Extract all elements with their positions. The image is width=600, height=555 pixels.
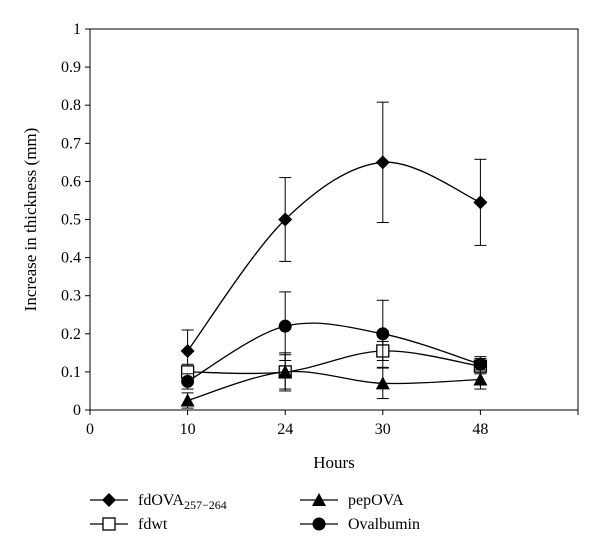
y-tick-label: 0.1 (61, 364, 81, 381)
legend-label: fdwt (138, 516, 168, 533)
legend-label: pepOVA (348, 492, 404, 509)
series-line (187, 370, 481, 402)
series-line (187, 350, 481, 375)
legend-label-subscript: 257−264 (184, 498, 227, 512)
data-point (375, 155, 390, 170)
plot-frame (89, 28, 579, 411)
legend-label-base: fdOVA (138, 492, 184, 509)
y-tick-label: 0.2 (61, 326, 81, 343)
data-point (473, 372, 488, 386)
data-point (375, 376, 390, 390)
y-tick-label: 0.8 (61, 97, 81, 114)
legend-marker (102, 493, 116, 507)
y-tick-label: 1 (73, 21, 81, 38)
legend-marker (312, 493, 326, 506)
y-tick-label: 0.5 (61, 212, 81, 229)
y-tick-label: 0.9 (61, 59, 81, 76)
series-3 (181, 291, 487, 390)
x-tick-label: 10 (180, 421, 196, 438)
legend-item: Ovalbumin (300, 516, 420, 533)
y-tick-label: 0.3 (61, 288, 81, 305)
legend-label-text: pepOVA (348, 492, 404, 509)
legend-label: fdOVA257−264 (138, 492, 227, 512)
x-tick-label: 30 (375, 421, 391, 438)
x-tick-label: 48 (472, 421, 488, 438)
y-tick-label: 0.7 (61, 135, 81, 152)
data-point (473, 195, 488, 210)
series-2 (180, 352, 488, 409)
legend-item: fdwt (90, 516, 168, 533)
data-point (278, 364, 293, 378)
legend-item: pepOVA (300, 492, 404, 509)
series-line (187, 322, 481, 382)
legend-marker (102, 517, 116, 531)
data-point (180, 393, 195, 407)
series-0 (180, 101, 488, 373)
data-point (473, 357, 487, 371)
y-tick-label: 0 (73, 402, 81, 419)
y-tick-label: 0.6 (61, 173, 81, 190)
data-point (278, 319, 292, 333)
legend-label: Ovalbumin (348, 516, 420, 533)
series-line (187, 161, 481, 352)
series-layer (180, 101, 488, 409)
x-tick-label: 0 (86, 421, 94, 438)
legend-label-text: Ovalbumin (348, 516, 420, 533)
legend: fdOVA257−264 fdwt pepOVA Ovalbumin (90, 492, 420, 533)
y-axis-label: Increase in thickness (mm) (21, 128, 40, 312)
y-axis: 0 0.1 0.2 0.3 0.4 0.5 0.6 0.7 0.8 0.9 1 (61, 21, 90, 419)
legend-marker (312, 517, 326, 531)
plot-border (89, 28, 579, 411)
x-axis: 0 10 24 30 48 (86, 410, 579, 438)
data-point (376, 327, 390, 341)
y-tick-label: 0.4 (61, 250, 81, 267)
x-axis-label: Hours (313, 453, 355, 472)
data-point (278, 212, 293, 227)
x-tick-label: 24 (277, 421, 293, 438)
legend-label-text: fdwt (138, 516, 168, 533)
data-point (180, 343, 195, 358)
legend-item: fdOVA257−264 (90, 492, 227, 512)
data-point (181, 374, 195, 388)
